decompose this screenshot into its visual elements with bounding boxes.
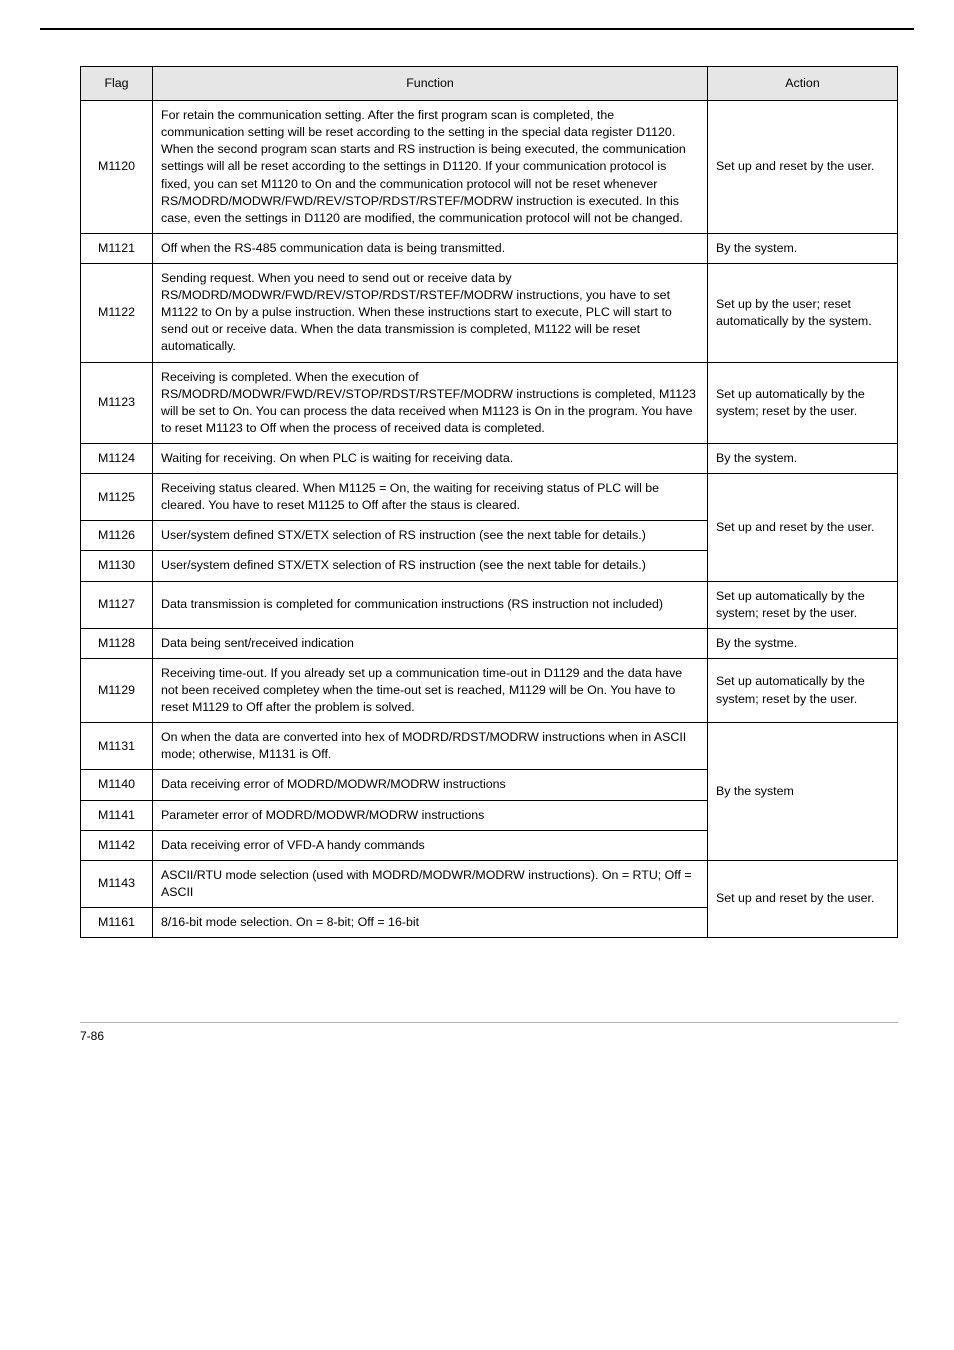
flag-cell: M1120 <box>81 101 153 234</box>
function-cell: Receiving is completed. When the executi… <box>153 362 708 443</box>
table-row: M1120 For retain the communication setti… <box>81 101 898 234</box>
flags-table: Flag Function Action M1120 For retain th… <box>80 66 898 938</box>
table-row: M1124 Waiting for receiving. On when PLC… <box>81 443 898 473</box>
table-row: M1125 Receiving status cleared. When M11… <box>81 474 898 521</box>
action-cell: By the system <box>708 723 898 861</box>
flag-cell: M1125 <box>81 474 153 521</box>
action-cell: Set up and reset by the user. <box>708 474 898 581</box>
footer-rule: 7-86 <box>80 1022 898 1043</box>
action-cell: By the system. <box>708 233 898 263</box>
flag-cell: M1127 <box>81 581 153 628</box>
function-cell: Parameter error of MODRD/MODWR/MODRW ins… <box>153 800 708 830</box>
flag-cell: M1140 <box>81 770 153 800</box>
table-row: M1129 Receiving time-out. If you already… <box>81 658 898 722</box>
function-cell: Off when the RS-485 communication data i… <box>153 233 708 263</box>
function-cell: Data receiving error of VFD-A handy comm… <box>153 830 708 860</box>
table-row: M1143 ASCII/RTU mode selection (used wit… <box>81 860 898 907</box>
action-cell: Set up by the user; reset automatically … <box>708 263 898 362</box>
function-cell: ASCII/RTU mode selection (used with MODR… <box>153 860 708 907</box>
function-cell: Data being sent/received indication <box>153 628 708 658</box>
function-cell: On when the data are converted into hex … <box>153 723 708 770</box>
action-cell: Set up automatically by the system; rese… <box>708 362 898 443</box>
page-number: 7-86 <box>80 1029 104 1043</box>
flag-cell: M1124 <box>81 443 153 473</box>
function-cell: Waiting for receiving. On when PLC is wa… <box>153 443 708 473</box>
action-cell: Set up and reset by the user. <box>708 101 898 234</box>
function-cell: User/system defined STX/ETX selection of… <box>153 521 708 551</box>
flag-cell: M1126 <box>81 521 153 551</box>
col-header-function: Function <box>153 67 708 101</box>
table-row: M1122 Sending request. When you need to … <box>81 263 898 362</box>
table-row: M1128 Data being sent/received indicatio… <box>81 628 898 658</box>
flag-cell: M1161 <box>81 907 153 937</box>
action-cell: Set up automatically by the system; rese… <box>708 581 898 628</box>
function-cell: Sending request. When you need to send o… <box>153 263 708 362</box>
action-cell: By the system. <box>708 443 898 473</box>
table-row: M1123 Receiving is completed. When the e… <box>81 362 898 443</box>
col-header-flag: Flag <box>81 67 153 101</box>
function-cell: Receiving time-out. If you already set u… <box>153 658 708 722</box>
flag-cell: M1143 <box>81 860 153 907</box>
table-row: M1127 Data transmission is completed for… <box>81 581 898 628</box>
function-cell: For retain the communication setting. Af… <box>153 101 708 234</box>
flag-cell: M1142 <box>81 830 153 860</box>
flag-cell: M1129 <box>81 658 153 722</box>
function-cell: Data receiving error of MODRD/MODWR/MODR… <box>153 770 708 800</box>
flag-cell: M1130 <box>81 551 153 581</box>
table-header-row: Flag Function Action <box>81 67 898 101</box>
action-cell: Set up automatically by the system; rese… <box>708 658 898 722</box>
flag-cell: M1121 <box>81 233 153 263</box>
content-area: Flag Function Action M1120 For retain th… <box>0 30 954 962</box>
flag-cell: M1122 <box>81 263 153 362</box>
flag-cell: M1128 <box>81 628 153 658</box>
col-header-action: Action <box>708 67 898 101</box>
flag-cell: M1141 <box>81 800 153 830</box>
function-cell: Receiving status cleared. When M1125 = O… <box>153 474 708 521</box>
action-cell: Set up and reset by the user. <box>708 860 898 937</box>
page-footer: 7-86 <box>0 962 954 1067</box>
flag-cell: M1131 <box>81 723 153 770</box>
function-cell: Data transmission is completed for commu… <box>153 581 708 628</box>
table-row: M1131 On when the data are converted int… <box>81 723 898 770</box>
table-row: M1121 Off when the RS-485 communication … <box>81 233 898 263</box>
flag-cell: M1123 <box>81 362 153 443</box>
action-cell: By the systme. <box>708 628 898 658</box>
function-cell: User/system defined STX/ETX selection of… <box>153 551 708 581</box>
function-cell: 8/16-bit mode selection. On = 8-bit; Off… <box>153 907 708 937</box>
